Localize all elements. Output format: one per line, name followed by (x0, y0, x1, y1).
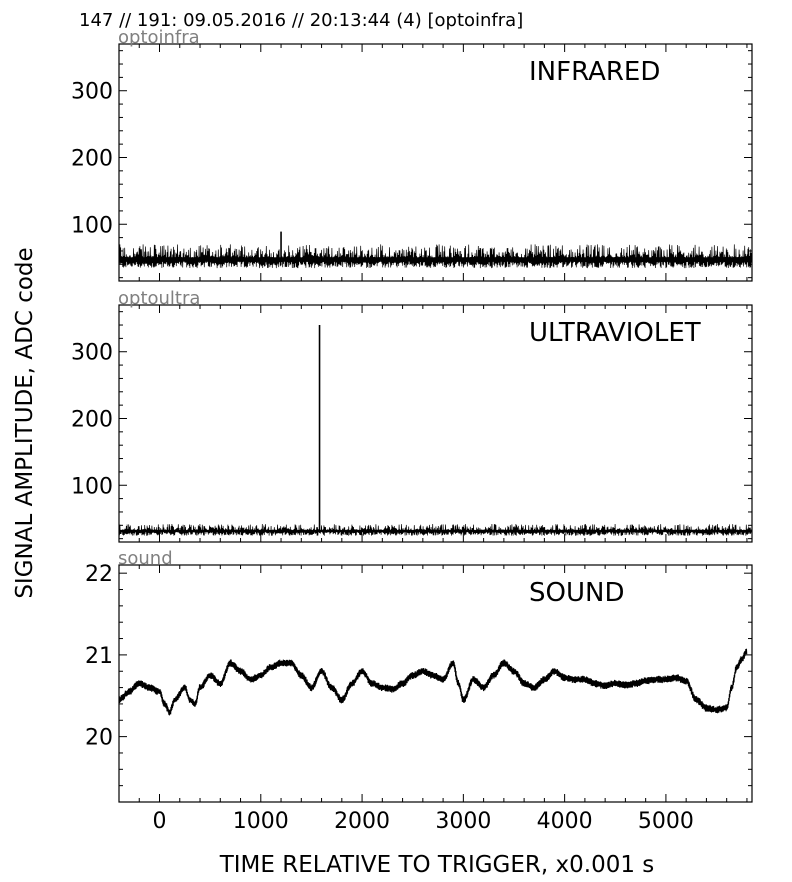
axes-frame (118, 304, 753, 543)
axes-frame (118, 564, 753, 803)
trace-group (119, 648, 748, 716)
signal-trace (119, 523, 752, 536)
sound-trace (119, 648, 748, 716)
signal-trace (119, 244, 752, 269)
axes-frame (118, 43, 753, 282)
x-axis-label: TIME RELATIVE TO TRIGGER, x0.001 s (219, 852, 655, 878)
x-tick-label: 4000 (537, 809, 593, 834)
x-tick-label: 1000 (233, 809, 289, 834)
panel-title: INFRARED (529, 57, 660, 87)
panel-tag: sound (118, 548, 173, 569)
y-tick-label: 300 (71, 341, 113, 366)
x-tick-label: 3000 (435, 809, 491, 834)
panel-optoinfra: 100 200 300 optoinfra INFRARED (71, 27, 753, 282)
y-tick-label: 21 (85, 644, 113, 669)
panel-tag: optoinfra (118, 27, 200, 48)
y-tick-label: 20 (85, 726, 113, 751)
panel-tag: optoultra (118, 288, 200, 309)
y-tick-label: 22 (85, 562, 113, 587)
trace-group (119, 231, 752, 269)
panels-container: 100200300optoinfraINFRARED100200300optou… (71, 27, 753, 834)
y-axis-label: SIGNAL AMPLITUDE, ADC code (12, 247, 38, 598)
x-tick-label: 2000 (334, 809, 390, 834)
x-tick-label: 5000 (638, 809, 694, 834)
trace-group (119, 325, 752, 536)
x-tick-label: 0 (153, 809, 167, 834)
panel-title: SOUND (529, 578, 624, 608)
y-tick-label: 200 (71, 407, 113, 432)
figure-header: 147 // 191: 09.05.2016 // 20:13:44 (4) [… (79, 10, 523, 31)
y-tick-label: 300 (71, 80, 113, 105)
y-tick-label: 100 (71, 213, 113, 238)
y-tick-label: 100 (71, 474, 113, 499)
panel-optoultra: 100 200 300 optoultra ULTRAVIOLET (71, 288, 753, 543)
y-tick-label: 200 (71, 146, 113, 171)
panel-sound: 20 21 22 0 1000 2000 3000 4000 5000 sound SOUND (85, 548, 753, 834)
panel-title: ULTRAVIOLET (529, 318, 701, 348)
